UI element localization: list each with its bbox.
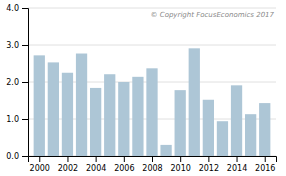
bar — [48, 62, 59, 156]
bar — [231, 85, 242, 156]
bar — [175, 90, 186, 156]
x-tick: 2002 — [58, 156, 78, 173]
y-axis-line — [22, 9, 29, 157]
y-tick: 0.0 — [6, 152, 28, 161]
x-tick-mark — [96, 156, 97, 162]
bar — [217, 121, 228, 156]
y-tick: 2.0 — [6, 78, 28, 87]
x-tick-label: 2008 — [142, 164, 162, 173]
bar — [189, 48, 200, 156]
x-tick-mark — [67, 156, 68, 162]
bar — [160, 145, 171, 156]
bar — [259, 103, 270, 156]
x-tick-label: 2002 — [58, 164, 78, 173]
y-tick-label: 4.0 — [6, 4, 19, 13]
x-tick-label: 2004 — [86, 164, 106, 173]
plot: 2000 2002 2004 2006 2008 2010 2012 2014 2016 0.0 1… — [6, 4, 276, 173]
bar — [34, 55, 45, 156]
x-axis: 2000 2002 2004 2006 2008 2010 2012 2014 2016 — [29, 156, 277, 173]
y-tick: 1.0 — [6, 115, 28, 124]
bar — [203, 100, 214, 156]
x-tick-mark — [39, 156, 40, 162]
x-tick-mark — [180, 156, 181, 162]
y-tick-mark — [22, 8, 28, 9]
x-tick-mark — [152, 156, 153, 162]
y-tick-label: 3.0 — [6, 41, 19, 50]
x-tick-label: 2006 — [114, 164, 134, 173]
x-tick-label: 2000 — [30, 164, 50, 173]
y-tick-mark — [22, 45, 28, 46]
y-tick-mark — [22, 119, 28, 120]
x-tick: 2010 — [171, 156, 191, 173]
y-tick-label: 1.0 — [6, 115, 19, 124]
bars — [34, 48, 271, 156]
x-tick-mark — [124, 156, 125, 162]
y-axis: 0.0 1.0 2.0 3.0 4.0 — [6, 4, 28, 161]
bar — [245, 114, 256, 156]
x-tick: 2000 — [30, 156, 50, 173]
x-tick: 2004 — [86, 156, 106, 173]
x-tick: 2006 — [114, 156, 134, 173]
bar — [76, 54, 87, 156]
x-tick-mark — [208, 156, 209, 162]
annotation: © Copyright FocusEconomics 2017 — [151, 11, 275, 19]
grid — [28, 8, 276, 156]
x-tick-mark — [237, 156, 238, 162]
y-tick-label: 2.0 — [6, 78, 19, 87]
x-tick: 2014 — [227, 156, 247, 173]
x-tick: 2012 — [199, 156, 219, 173]
x-tick-label: 2016 — [255, 164, 275, 173]
x-tick-mark — [265, 156, 266, 162]
bar — [146, 68, 157, 156]
x-tick: 2016 — [255, 156, 275, 173]
x-tick-label: 2010 — [171, 164, 191, 173]
x-tick: 2008 — [142, 156, 162, 173]
bar — [132, 77, 143, 156]
grid-line — [28, 8, 276, 9]
y-tick: 3.0 — [6, 41, 28, 50]
x-tick-label: 2012 — [199, 164, 219, 173]
bar — [104, 74, 115, 156]
bar — [62, 73, 73, 156]
bar — [90, 88, 101, 156]
y-tick-label: 0.0 — [6, 152, 19, 161]
y-tick-mark — [22, 156, 28, 157]
x-axis-line — [29, 157, 277, 163]
x-tick-label: 2014 — [227, 164, 247, 173]
bar — [118, 82, 129, 156]
chart: 2000 2002 2004 2006 2008 2010 2012 2014 2016 0.0 1… — [0, 0, 286, 176]
y-tick-mark — [22, 82, 28, 83]
y-tick: 4.0 — [6, 4, 28, 13]
grid-line — [28, 45, 276, 46]
